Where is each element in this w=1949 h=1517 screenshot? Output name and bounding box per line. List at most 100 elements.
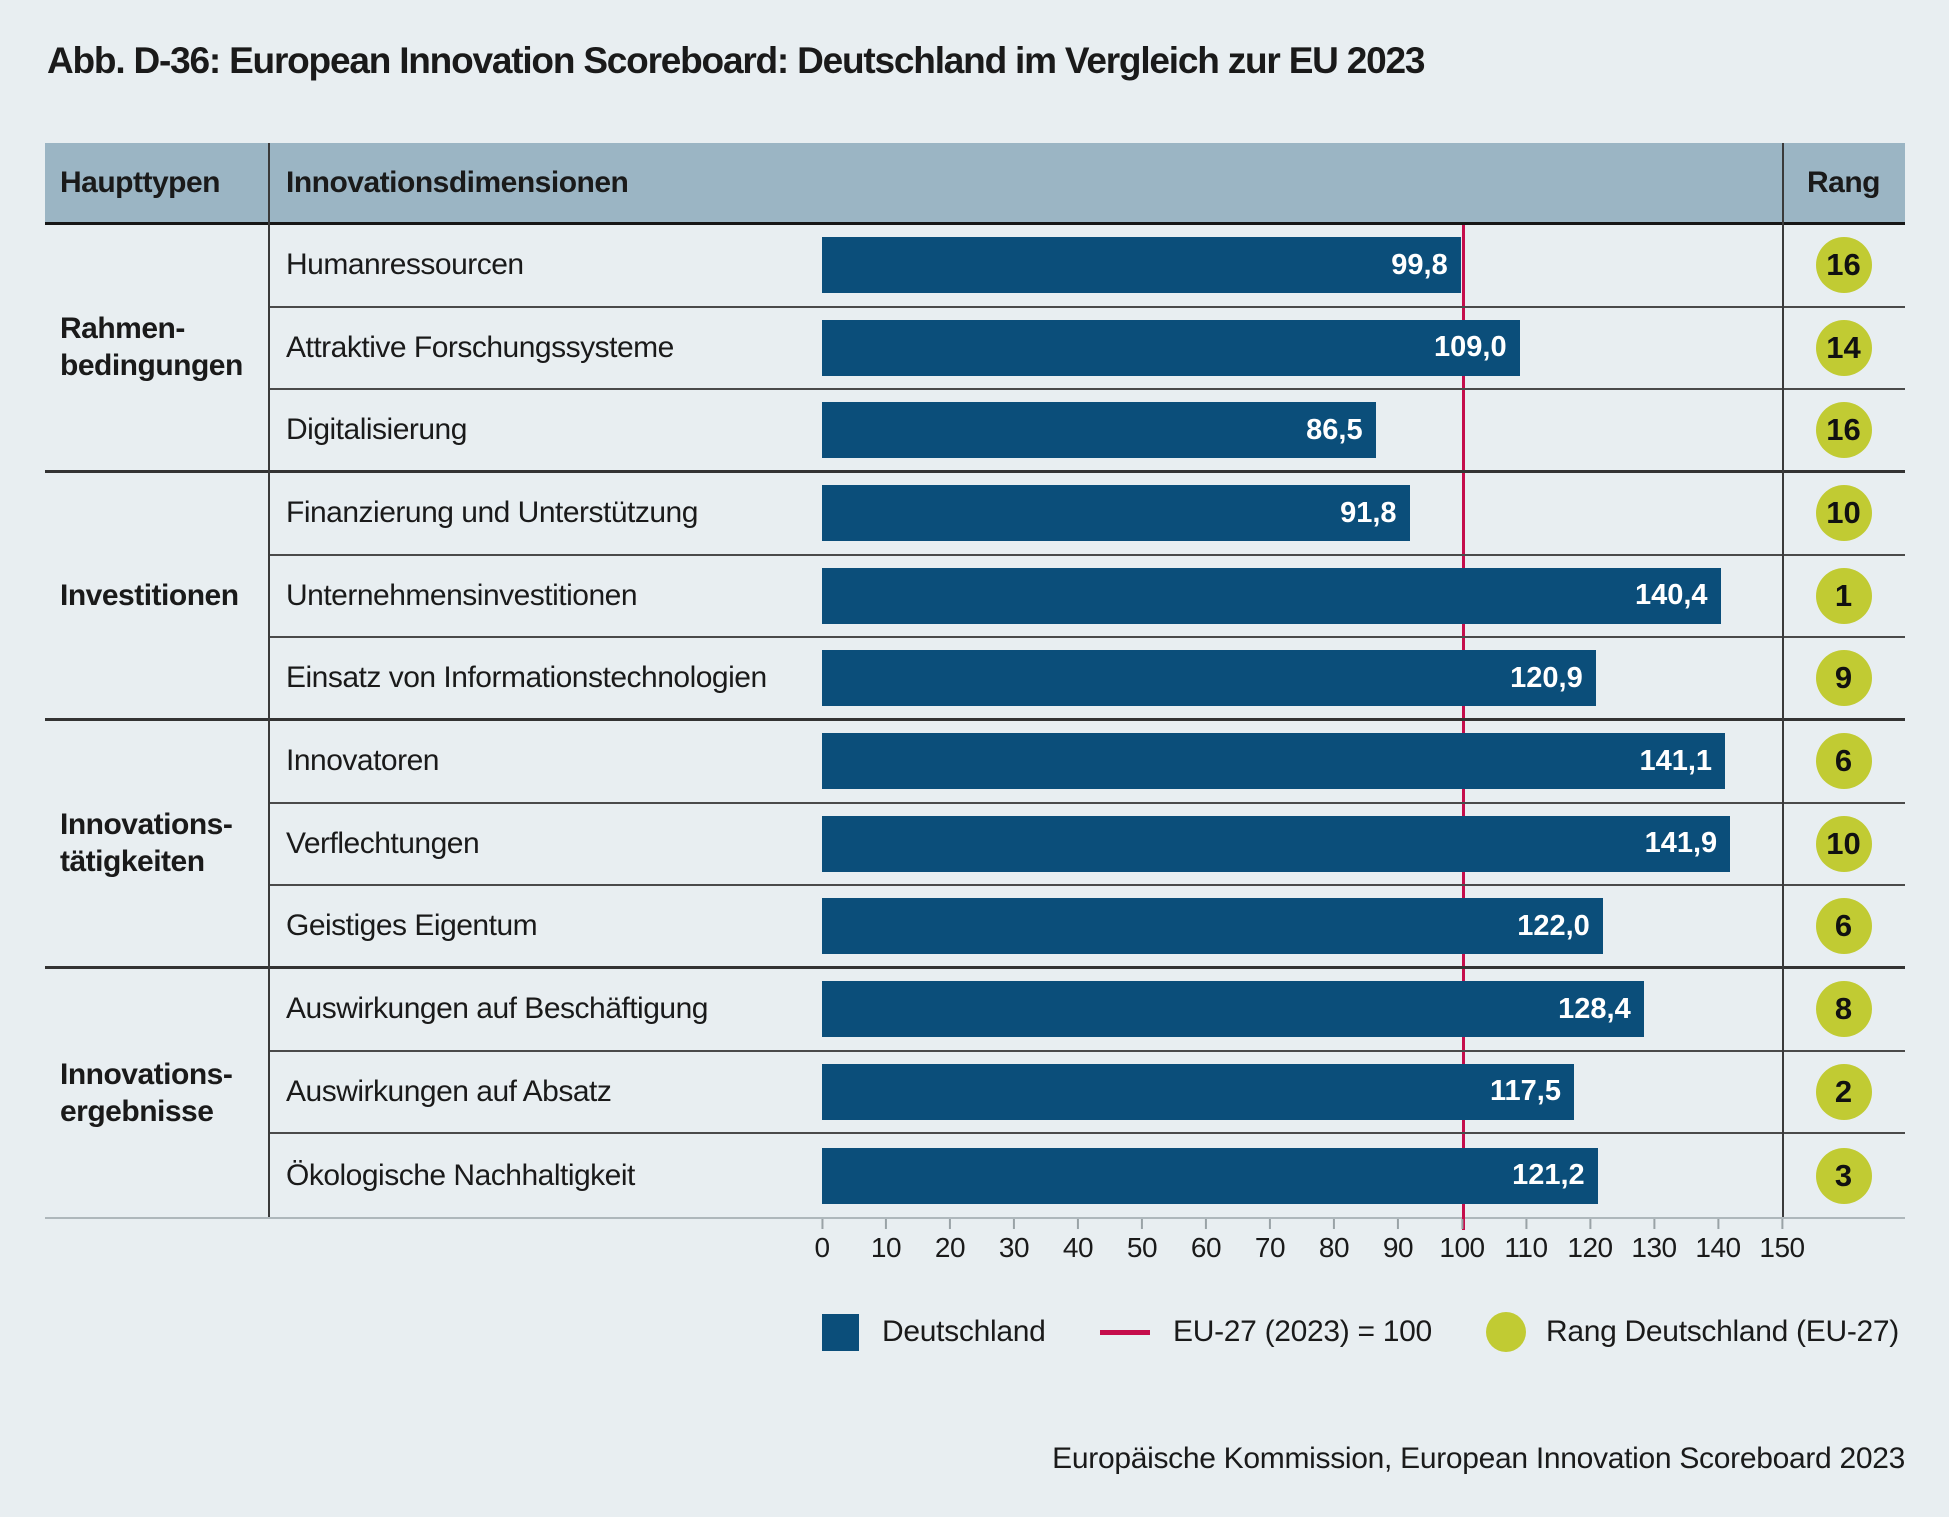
rank-cell: 16 (1782, 225, 1905, 308)
value-bar: 122,0 (822, 898, 1603, 955)
tick-mark (1077, 1218, 1079, 1229)
bar-cell: 141,9 (822, 804, 1782, 887)
tick-mark (1589, 1218, 1591, 1229)
column-header-haupttypen: Haupttypen (60, 165, 221, 199)
rank-badge: 6 (1815, 733, 1872, 790)
axis-tick: 30 (999, 1218, 1030, 1264)
dimension-label: Ökologische Nachhaltigkeit (286, 1158, 635, 1192)
rank-cell: 3 (1782, 1134, 1905, 1217)
tick-mark (1141, 1218, 1143, 1229)
axis-tick: 20 (934, 1218, 966, 1264)
tick-mark (1717, 1218, 1719, 1229)
value-label: 117,5 (1490, 1075, 1561, 1108)
rank-cell: 1 (1782, 556, 1905, 639)
axis-tick-label: 60 (1190, 1231, 1222, 1263)
rank-badge: 8 (1815, 981, 1872, 1038)
tick-mark (1205, 1218, 1207, 1229)
column-header-rang: Rang (1807, 165, 1881, 199)
dimension-label: Auswirkungen auf Absatz (268, 1052, 822, 1135)
legend-item-deutschland: Deutschland (822, 1306, 1046, 1358)
value-label: 141,1 (1639, 744, 1713, 777)
rank-cell: 10 (1782, 804, 1905, 887)
legend-item-eu27: EU-27 (2023) = 100 (1100, 1306, 1432, 1358)
group-label-line2: tätigkeiten (60, 845, 205, 879)
bar-cell: 141,1 (822, 721, 1782, 804)
legend-item-rang: Rang Deutschland (EU-27) (1486, 1306, 1899, 1358)
page-title: Abb. D-36: European Innovation Scoreboar… (47, 40, 1425, 81)
group-label-line1: Innovations- (60, 808, 233, 842)
tick-mark (1653, 1218, 1655, 1229)
axis-tick-label: 70 (1254, 1231, 1286, 1263)
value-bar: 128,4 (822, 981, 1644, 1038)
legend-label-rang: Rang Deutschland (EU-27) (1546, 1315, 1899, 1348)
rank-cell: 10 (1782, 473, 1905, 556)
axis-tick-label: 40 (1062, 1231, 1094, 1263)
tick-mark (1013, 1218, 1015, 1229)
value-bar: 91,8 (822, 485, 1410, 542)
tick-mark (1524, 1218, 1527, 1229)
rank-cell: 2 (1782, 1052, 1905, 1135)
value-label: 91,8 (1340, 496, 1397, 529)
axis-tick: 70 (1254, 1218, 1286, 1264)
bar-cell: 121,2 (822, 1134, 1782, 1217)
axis-tick-label: 50 (1126, 1231, 1158, 1263)
rank-badge: 2 (1815, 1063, 1872, 1120)
axis-tick-label: 140 (1695, 1231, 1741, 1263)
tick-mark (1333, 1218, 1335, 1229)
tick-mark (1461, 1218, 1463, 1229)
dimension-label: Finanzierung und Unterstützung (268, 473, 822, 556)
axis-tick-label: 20 (934, 1231, 966, 1263)
eu-reference-line (1462, 225, 1465, 1230)
value-bar: 120,9 (822, 650, 1596, 707)
legend-swatch-deutschland (822, 1313, 859, 1351)
bar-cell: 140,4 (822, 556, 1782, 639)
source-note: Europäische Kommission, European Innovat… (1052, 1442, 1905, 1475)
scoreboard-table: Haupttypen Innovationsdimensionen Rang R… (45, 143, 1905, 1289)
bar-cell: 122,0 (822, 886, 1782, 969)
value-label: 109,0 (1434, 331, 1507, 364)
dimension-label: Auswirkungen auf Beschäftigung (268, 969, 822, 1052)
axis-tick-label: 120 (1567, 1231, 1613, 1263)
value-bar: 141,9 (822, 815, 1731, 872)
axis-tick-label: 80 (1318, 1231, 1350, 1263)
group-label-line2: bedingungen (60, 349, 243, 383)
rank-badge: 10 (1815, 485, 1872, 542)
group-label-line1: Investitionen (60, 578, 239, 612)
bar-cell: 117,5 (822, 1052, 1782, 1135)
rank-cell: 9 (1782, 638, 1905, 721)
rank-badge: 1 (1815, 567, 1872, 624)
axis-tick: 100 (1439, 1218, 1485, 1264)
axis-tick: 50 (1126, 1218, 1158, 1264)
axis-tick: 40 (1062, 1218, 1094, 1264)
rank-badge: 16 (1815, 237, 1872, 294)
x-axis: 0 10 20 30 40 50 60 70 80 90 100 110 120… (814, 1218, 1805, 1289)
value-bar: 99,8 (822, 237, 1461, 294)
bar-cell: 86,5 (822, 390, 1782, 473)
column-header-innovationsdimensionen: Innovationsdimensionen (286, 165, 629, 199)
dimension-label: Innovatoren (268, 721, 822, 804)
dimension-label: Attraktive Forschungssysteme (268, 308, 822, 391)
group-label-line1: Rahmen- (60, 312, 185, 346)
value-bar: 109,0 (822, 319, 1520, 376)
value-label: 99,8 (1391, 248, 1448, 281)
rank-cell: 6 (1782, 886, 1905, 969)
bar-cell: 128,4 (822, 969, 1782, 1052)
axis-tick: 110 (1504, 1218, 1548, 1264)
axis-tick: 80 (1318, 1218, 1350, 1264)
rank-badge: 10 (1815, 815, 1872, 872)
tick-mark (949, 1218, 951, 1229)
legend-circle-rang-icon (1486, 1312, 1526, 1352)
axis-tick: 90 (1383, 1218, 1414, 1264)
value-label: 86,5 (1306, 413, 1363, 446)
group-label-line1: Innovations- (60, 1057, 233, 1091)
value-label: 141,9 (1644, 827, 1718, 860)
bar-cell: 120,9 (822, 638, 1782, 721)
axis-tick-label: 0 (814, 1231, 830, 1263)
axis-tick-label: 100 (1439, 1231, 1485, 1263)
axis-tick: 120 (1567, 1218, 1613, 1264)
table-header-row: Haupttypen Innovationsdimensionen Rang (45, 143, 1905, 225)
value-label: 128,4 (1558, 992, 1631, 1025)
dimension-label: Humanressourcen (268, 225, 822, 308)
dimension-label: Geistiges Eigentum (268, 886, 822, 969)
legend-label-eu27: EU-27 (2023) = 100 (1173, 1315, 1432, 1348)
